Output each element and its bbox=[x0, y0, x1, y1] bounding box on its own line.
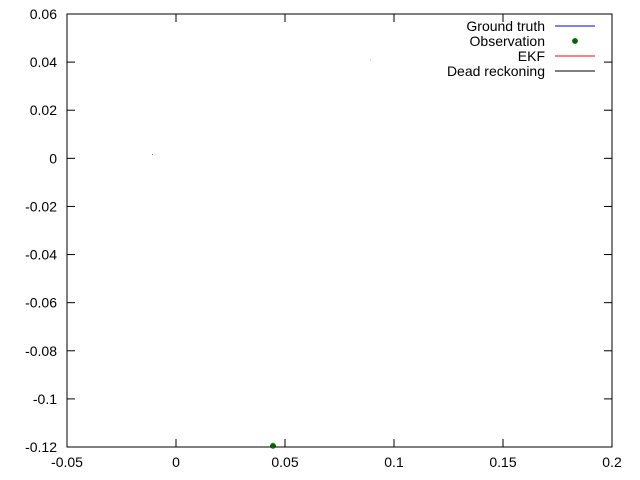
y-tick-label: -0.12 bbox=[25, 439, 57, 455]
x-tick-label: 0.2 bbox=[602, 454, 622, 470]
y-tick-label: -0.08 bbox=[25, 343, 57, 359]
x-tick-label: -0.05 bbox=[51, 454, 83, 470]
y-tick-label: 0 bbox=[49, 150, 57, 166]
y-tick-label: 0.04 bbox=[30, 54, 57, 70]
tick-labels: -0.05 0 0.05 0.1 0.15 0.2 0.06 0.04 0.02 0 -0.02 -0… bbox=[25, 6, 622, 470]
y-tick-label: -0.02 bbox=[25, 198, 57, 214]
y-tick-label: -0.04 bbox=[25, 247, 57, 263]
y-tick-label: -0.1 bbox=[33, 391, 57, 407]
legend-label-dead-reckoning: Dead reckoning bbox=[447, 63, 545, 79]
ticks bbox=[66, 13, 613, 448]
y-tick-label: 0.02 bbox=[30, 102, 57, 118]
x-tick-label: 0 bbox=[172, 454, 180, 470]
legend-label-observation: Observation bbox=[470, 33, 545, 49]
series-layer bbox=[152, 59, 371, 449]
x-tick-label: 0.05 bbox=[271, 454, 298, 470]
y-tick-label: -0.06 bbox=[25, 295, 57, 311]
legend-label-ground-truth: Ground truth bbox=[466, 18, 545, 34]
legend-label-ekf: EKF bbox=[518, 48, 545, 64]
x-tick-label: 0.15 bbox=[489, 454, 516, 470]
observation-point bbox=[270, 442, 277, 449]
x-tick-label: 0.1 bbox=[384, 454, 404, 470]
plot-frame bbox=[66, 13, 613, 448]
y-tick-label: 0.06 bbox=[30, 6, 57, 22]
legend-marker-observation bbox=[572, 38, 578, 44]
